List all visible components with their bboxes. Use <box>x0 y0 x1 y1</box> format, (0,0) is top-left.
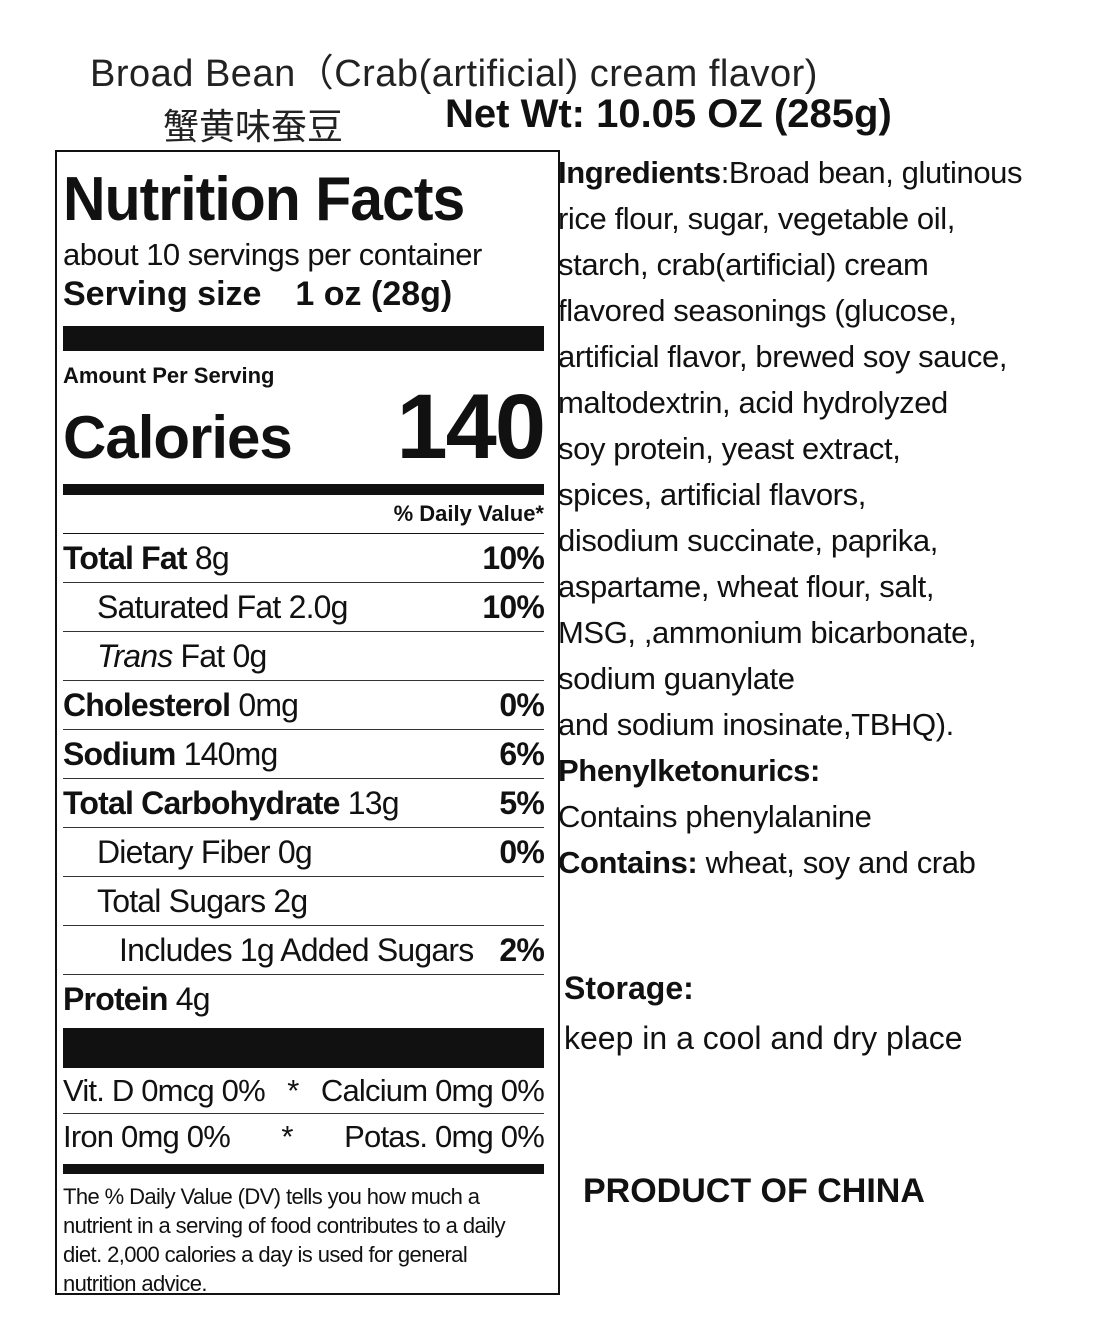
nutrient-row: Dietary Fiber 0g 0% <box>63 828 545 877</box>
ingredients-line: spices, artificial flavors, <box>558 477 866 512</box>
ingredients-line: MSG, ,ammonium bicarbonate, <box>558 615 977 650</box>
nutrient-row: Saturated Fat 2.0g 10% <box>63 583 545 632</box>
nutrient-row: Cholesterol 0mg 0% <box>63 681 545 730</box>
ingredients-line: soy protein, yeast extract, <box>558 431 901 466</box>
nutrient-row: Includes 1g Added Sugars 2% <box>63 926 545 975</box>
vitamin-row: Vit. D 0mcg 0% * Calcium 0mg 0% <box>63 1068 545 1114</box>
ingredients-line: starch, crab(artificial) cream <box>558 247 929 282</box>
pku-label: Phenylketonurics: <box>558 753 820 788</box>
nutrient-row: Sodium 140mg 6% <box>63 730 545 779</box>
ingredients-line: rice flour, sugar, vegetable oil, <box>558 201 955 236</box>
nutrient-row: Total Fat 8g 10% <box>63 534 545 583</box>
net-weight: Net Wt: 10.05 OZ (285g) <box>445 92 892 136</box>
product-chinese-name: 蟹黄味蚕豆 <box>163 107 344 148</box>
allergen-line: Contains: wheat, soy and crab <box>558 845 976 880</box>
storage-section: Storage: keep in a cool and dry place <box>564 963 962 1063</box>
nutrient-row: Total Sugars 2g <box>63 877 544 926</box>
nutrition-facts-panel: Nutrition Facts about 10 servings per co… <box>55 150 560 1296</box>
divider <box>63 1164 544 1174</box>
vitamin-row: Iron 0mg 0% * Potas. 0mg 0% <box>63 1119 545 1154</box>
calories-value: 140 <box>396 376 546 478</box>
calories-label: Calories <box>63 404 293 471</box>
serving-size: Serving size 1 oz (28g) <box>63 275 544 314</box>
ingredients-line: maltodextrin, acid hydrolyzed <box>558 385 948 420</box>
ingredients-line: artificial flavor, brewed soy sauce, <box>558 339 1008 374</box>
ingredients-line: Ingredients:Broad bean, glutinous <box>558 155 1023 190</box>
calories-row: Calories 140 <box>63 375 546 480</box>
serving-size-value: 1 oz (28g) <box>295 275 453 313</box>
nutrition-facts-title: Nutrition Facts <box>63 165 465 234</box>
pku-text: Contains phenylalanine <box>558 799 872 834</box>
daily-value-header: % Daily Value* <box>63 501 544 534</box>
amount-per-serving: Amount Per Serving <box>63 363 275 388</box>
country-of-origin: PRODUCT OF CHINA <box>583 1172 925 1210</box>
product-title: Broad Bean（Crab(artificial) cream flavor… <box>90 53 818 95</box>
nutrient-row: Total Carbohydrate 13g 5% <box>63 779 545 828</box>
divider <box>63 484 544 495</box>
ingredients-line: disodium succinate, paprika, <box>558 523 938 558</box>
ingredients-line: flavored seasonings (glucose, <box>558 293 957 328</box>
nutrient-row: Trans Fat 0g <box>63 632 544 681</box>
storage-text: keep in a cool and dry place <box>564 1020 963 1056</box>
divider <box>63 1028 544 1068</box>
storage-label: Storage: <box>564 970 694 1006</box>
nutrient-row: Protein 4g <box>63 981 211 1017</box>
footnote: The % Daily Value (DV) tells you how muc… <box>63 1184 506 1296</box>
ingredients-line: aspartame, wheat flour, salt, <box>558 569 935 604</box>
servings-per-container: about 10 servings per container <box>63 237 482 272</box>
ingredients-line: sodium guanylate <box>558 661 795 696</box>
divider <box>63 326 544 351</box>
serving-size-label: Serving size <box>63 275 262 313</box>
ingredients-line: and sodium inosinate,TBHQ). <box>558 707 954 742</box>
ingredients-section: Ingredients:Broad bean, glutinous rice f… <box>558 150 1058 886</box>
